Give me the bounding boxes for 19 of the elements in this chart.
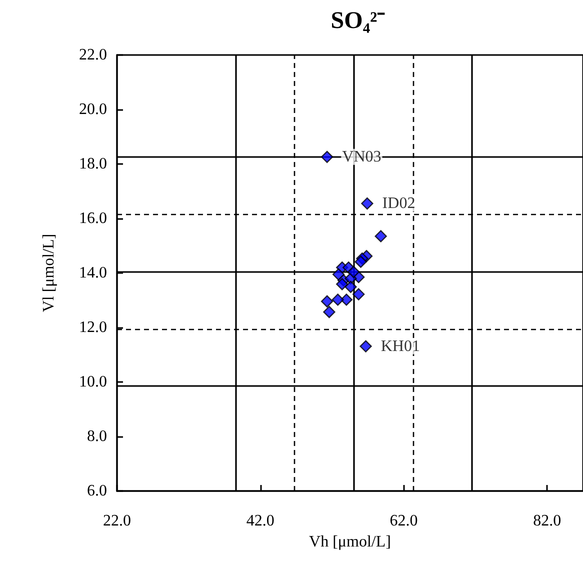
y-tick-label: 18.0 [79, 156, 107, 172]
y-tick-label: 6.0 [87, 482, 107, 500]
chart-title: SO₄²⁻ [330, 8, 386, 34]
data-label: VN03 [342, 148, 382, 166]
x-tick-label: 82.0 [533, 512, 562, 530]
y-axis-title: Vl [μmol/L] [40, 234, 58, 312]
x-tick-label: 62.0 [390, 512, 418, 530]
x-axis-title: Vh [μmol/L] [309, 533, 391, 550]
y-tick-label: 10.0 [79, 374, 107, 390]
data-label: ID02 [382, 195, 416, 212]
y-tick-label: 20.0 [79, 101, 107, 118]
x-tick-label: 22.0 [103, 512, 131, 530]
y-tick-label: 12.0 [79, 319, 107, 336]
y-tick-label: 22.0 [79, 46, 107, 64]
y-tick-label: 14.0 [79, 264, 107, 282]
y-tick-label: 8.0 [87, 428, 107, 445]
data-label: KH01 [380, 338, 420, 355]
x-tick-label: 42.0 [246, 512, 274, 530]
y-tick-label: 16.0 [79, 210, 107, 227]
